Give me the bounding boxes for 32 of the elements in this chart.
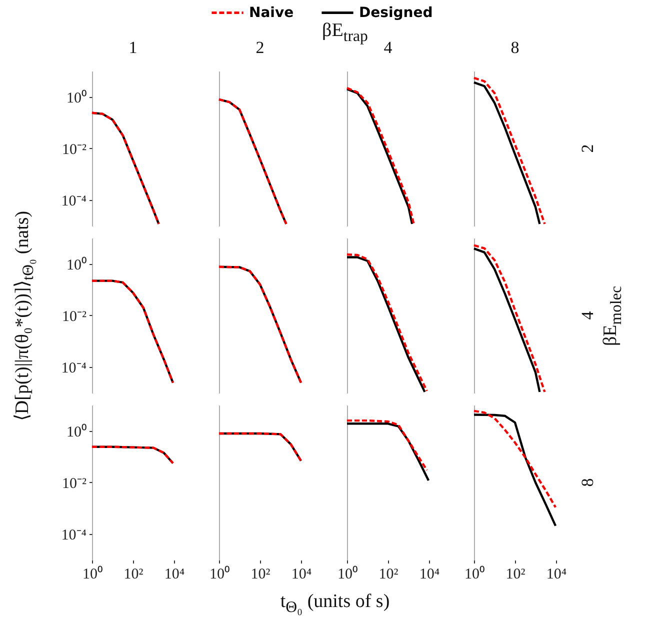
y-tick-label: 10⁻⁴ bbox=[61, 194, 86, 210]
chart-title: 2 bbox=[256, 38, 265, 57]
y-tick-label: 10⁻² bbox=[62, 476, 87, 492]
x-tick-label: 10⁴ bbox=[418, 566, 440, 582]
x-tick-label: 10² bbox=[506, 566, 526, 582]
x-tick-label: 10² bbox=[378, 566, 398, 582]
x-tick-label: 10² bbox=[124, 566, 144, 582]
y-tick-label: 10⁻⁴ bbox=[61, 360, 86, 377]
x-tick-label: 10⁰ bbox=[337, 566, 358, 582]
y-tick-label: 10⁻⁴ bbox=[61, 528, 86, 544]
x-tick-label: 10⁴ bbox=[546, 566, 567, 582]
y-tick-label: 10⁰ bbox=[66, 256, 86, 274]
x-tick-label: 10² bbox=[251, 566, 272, 582]
chart-title: 8 bbox=[510, 38, 520, 57]
x-tick-label: 10⁰ bbox=[82, 566, 102, 582]
chart-title: 4 bbox=[383, 38, 392, 57]
legend-label: Designed bbox=[359, 4, 433, 21]
y-tick-label: 10⁰ bbox=[66, 89, 86, 106]
x-tick-label: 10⁴ bbox=[164, 566, 185, 582]
legend-label: Naive bbox=[249, 4, 294, 21]
y-tick-label: 10⁻² bbox=[62, 142, 87, 158]
x-tick-label: 10⁴ bbox=[292, 566, 312, 582]
y-tick-label: 10⁻² bbox=[62, 309, 87, 325]
x-tick-label: 10⁰ bbox=[210, 566, 230, 582]
y-tick-label: 10⁰ bbox=[66, 423, 86, 440]
text: 8 bbox=[578, 478, 597, 487]
text: βE$_{trap}$ bbox=[322, 20, 368, 46]
text: 4 bbox=[578, 310, 597, 320]
x-tick-label: 10⁰ bbox=[464, 566, 484, 582]
text: 2 bbox=[578, 144, 597, 153]
chart-title: 1 bbox=[128, 38, 138, 57]
x-axis-title: t$_{Θ₀}$ (units of s) bbox=[280, 591, 390, 617]
